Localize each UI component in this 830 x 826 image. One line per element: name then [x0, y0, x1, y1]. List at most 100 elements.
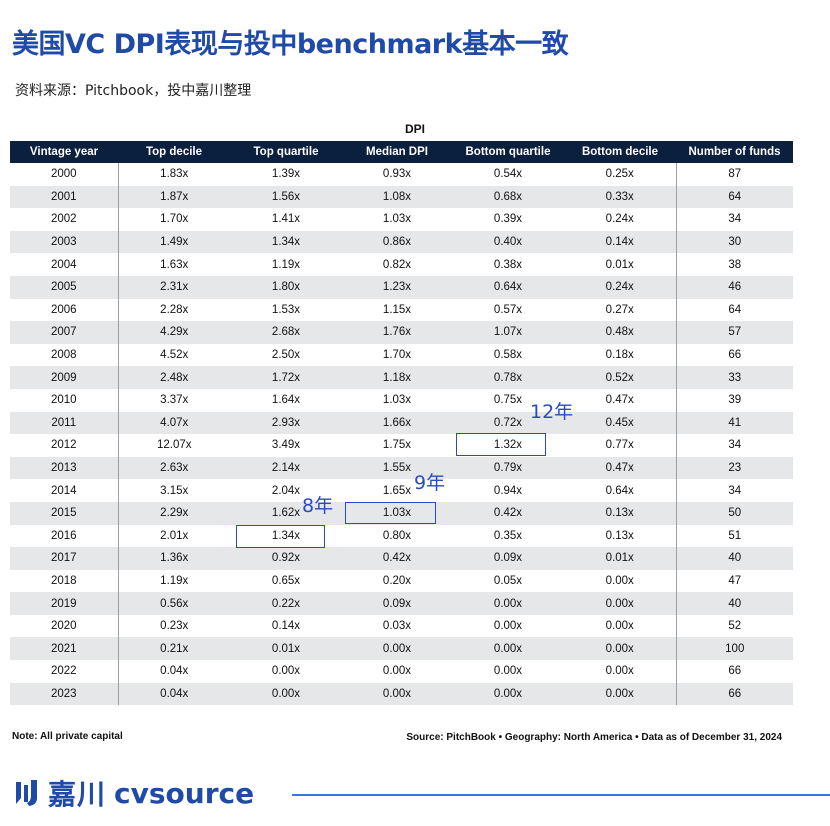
cell-top-quartile: 0.65x — [271, 574, 301, 587]
cell-vintage-year: 2009 — [10, 366, 119, 389]
table-row: 2011 4.07x 2.93x 1.66x 0.72x 0.45x 41 — [10, 411, 793, 435]
cell-bottom-decile: 0.47x — [564, 456, 677, 480]
cell-number-of-funds: 51 — [728, 529, 742, 542]
cell-median-dpi: 1.75x — [382, 439, 412, 452]
cell-bottom-quartile: 0.35x — [493, 529, 523, 542]
cell-vintage-year: 2021 — [10, 637, 119, 661]
cell-number-of-funds: 57 — [728, 326, 742, 339]
table-row: 2008 4.52x 2.50x 1.70x 0.58x 0.18x 66 — [10, 343, 793, 367]
cell-bottom-decile: 0.00x — [564, 614, 677, 638]
cell-vintage-year: 2007 — [10, 321, 119, 344]
highlight-box-2015-median — [345, 502, 436, 524]
highlight-box-2012-bottom-quartile — [456, 433, 546, 456]
cell-bottom-decile: 0.64x — [564, 479, 677, 502]
cell-bottom-quartile: 0.54x — [493, 168, 523, 181]
cell-number-of-funds: 33 — [728, 371, 742, 384]
cell-number-of-funds: 34 — [728, 213, 742, 226]
cell-number-of-funds: 52 — [728, 620, 742, 633]
cell-top-decile: 1.87x — [160, 190, 189, 203]
cell-median-dpi: 0.80x — [382, 529, 412, 542]
cell-bottom-quartile: 0.68x — [493, 190, 523, 203]
cell-number-of-funds: 40 — [728, 552, 742, 565]
cell-bottom-quartile: 0.58x — [493, 349, 523, 362]
cell-bottom-decile: 0.18x — [564, 343, 677, 367]
cell-bottom-decile: 0.00x — [564, 592, 677, 615]
cell-vintage-year: 2001 — [10, 185, 119, 209]
brand-logo: 嘉川 cvsource — [12, 773, 254, 813]
cell-number-of-funds: 66 — [728, 349, 742, 362]
cell-top-decile: 2.63x — [160, 462, 189, 475]
cell-number-of-funds: 87 — [728, 168, 742, 181]
cell-top-decile: 0.21x — [160, 642, 189, 655]
cell-bottom-decile: 0.33x — [564, 185, 677, 209]
cell-bottom-decile: 0.01x — [564, 253, 677, 276]
cell-top-decile: 2.28x — [160, 303, 189, 316]
cell-top-decile: 1.49x — [160, 236, 189, 249]
cell-vintage-year: 2004 — [10, 253, 119, 276]
cell-bottom-quartile: 0.38x — [493, 258, 523, 271]
cell-top-quartile: 1.53x — [271, 303, 301, 316]
col-header-bottom-quartile: Bottom quartile — [465, 146, 551, 158]
table-row: 2014 3.15x 2.04x 1.65x 0.94x 0.64x 34 — [10, 479, 793, 502]
cell-top-decile: 2.31x — [160, 281, 189, 294]
cell-top-decile: 0.56x — [160, 597, 189, 610]
cell-median-dpi: 0.03x — [382, 620, 412, 633]
cell-median-dpi: 0.20x — [382, 574, 412, 587]
cell-number-of-funds: 23 — [728, 462, 742, 475]
table-row: 2019 0.56x 0.22x 0.09x 0.00x 0.00x 40 — [10, 592, 793, 615]
cell-vintage-year: 2000 — [10, 163, 119, 186]
cell-top-quartile: 1.56x — [271, 190, 301, 203]
annotation-9-years: 9年 — [414, 472, 446, 494]
cell-number-of-funds: 100 — [725, 642, 745, 655]
cell-top-quartile: 2.14x — [271, 462, 301, 475]
cell-bottom-decile: 0.77x — [564, 434, 677, 457]
table-row: 2005 2.31x 1.80x 1.23x 0.64x 0.24x 46 — [10, 275, 793, 299]
cell-median-dpi: 0.00x — [382, 642, 412, 655]
source-line: Source: PitchBook • Geography: North Ame… — [406, 732, 782, 743]
cell-median-dpi: 0.93x — [382, 168, 412, 181]
cell-top-decile: 1.70x — [160, 213, 189, 226]
cell-top-decile: 2.01x — [160, 529, 189, 542]
cell-bottom-quartile: 0.00x — [493, 597, 523, 610]
cell-top-quartile: 1.34x — [271, 529, 301, 542]
cell-bottom-decile: 0.00x — [564, 682, 677, 706]
cell-bottom-quartile: 0.57x — [493, 303, 523, 316]
cell-bottom-decile: 0.24x — [564, 208, 677, 231]
table-row: 2004 1.63x 1.19x 0.82x 0.38x 0.01x 38 — [10, 253, 793, 276]
cell-number-of-funds: 66 — [728, 665, 742, 678]
cell-vintage-year: 2005 — [10, 275, 119, 299]
col-header-bottom-decile: Bottom decile — [581, 146, 659, 158]
cell-bottom-quartile: 0.42x — [493, 507, 523, 520]
cell-top-decile: 0.04x — [160, 665, 189, 678]
cell-bottom-decile: 0.24x — [564, 275, 677, 299]
cell-bottom-quartile: 0.72x — [493, 416, 523, 429]
cell-bottom-quartile: 0.40x — [493, 236, 523, 249]
cell-vintage-year: 2003 — [10, 230, 119, 254]
cell-top-quartile: 1.34x — [271, 236, 301, 249]
cell-bottom-quartile: 0.05x — [493, 574, 523, 587]
table-row: 2022 0.04x 0.00x 0.00x 0.00x 0.00x 66 — [10, 660, 793, 683]
col-header-number-of-funds: Number of funds — [688, 146, 781, 158]
cell-bottom-quartile: 0.94x — [493, 484, 523, 497]
cell-top-decile: 0.04x — [160, 687, 189, 700]
cell-median-dpi: 1.03x — [382, 394, 412, 407]
cell-top-quartile: 1.41x — [271, 213, 301, 226]
cell-bottom-decile: 0.13x — [564, 524, 677, 548]
cell-bottom-decile: 0.52x — [564, 366, 677, 389]
cell-vintage-year: 2022 — [10, 660, 119, 683]
cvsource-logo-icon — [16, 780, 37, 806]
cell-top-quartile: 0.00x — [271, 665, 301, 678]
cell-number-of-funds: 41 — [728, 416, 742, 429]
cell-top-quartile: 1.62x — [271, 507, 301, 520]
cell-number-of-funds: 50 — [728, 507, 742, 520]
cell-vintage-year: 2014 — [10, 479, 119, 502]
cell-top-quartile: 0.22x — [271, 597, 301, 610]
cell-top-decile: 4.52x — [160, 349, 189, 362]
cell-top-quartile: 1.39x — [271, 168, 301, 181]
cell-bottom-decile: 0.01x — [564, 547, 677, 570]
cell-bottom-decile: 0.00x — [564, 569, 677, 593]
cell-bottom-decile: 0.48x — [564, 321, 677, 344]
cell-median-dpi: 1.18x — [382, 371, 412, 384]
table-row: 2001 1.87x 1.56x 1.08x 0.68x 0.33x 64 — [10, 185, 793, 209]
cell-top-decile: 2.29x — [160, 507, 189, 520]
